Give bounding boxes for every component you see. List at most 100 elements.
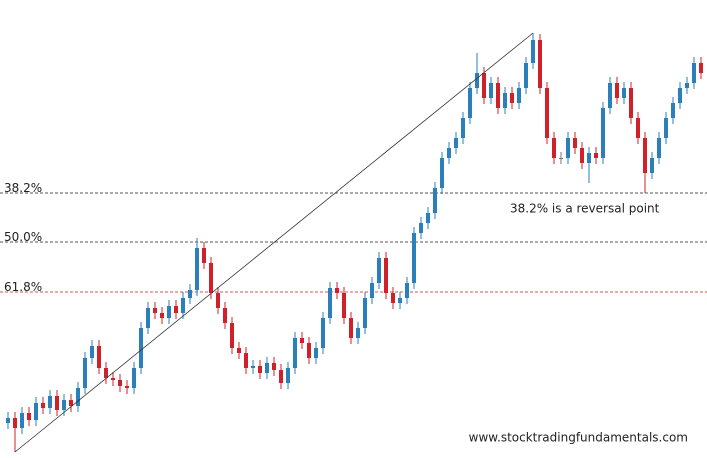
candle-body: [426, 213, 430, 223]
candle-body: [174, 306, 178, 313]
candle-body: [643, 138, 647, 173]
candle-body: [27, 413, 31, 420]
candle-body: [314, 348, 318, 358]
candle-body: [517, 88, 521, 103]
candle-body: [48, 396, 52, 408]
candle-body: [454, 138, 458, 148]
candle-body: [489, 83, 493, 98]
candle-body: [594, 153, 598, 158]
candle-body: [265, 363, 269, 373]
candle-body: [90, 346, 94, 358]
candle-body: [566, 138, 570, 158]
candle-body: [636, 118, 640, 138]
candle-body: [503, 93, 507, 108]
candle-body: [34, 403, 38, 420]
candle-body: [293, 338, 297, 368]
candle-body: [216, 293, 220, 308]
candle-body: [629, 88, 633, 118]
candle-body: [580, 148, 584, 163]
candle-body: [153, 308, 157, 313]
annotation: 38.2% is a reversal point: [510, 202, 660, 216]
candle-body: [377, 258, 381, 283]
candle-body: [685, 83, 689, 88]
candle-body: [412, 233, 416, 283]
candle-body: [160, 313, 164, 318]
candle-body: [475, 73, 479, 88]
candle-body: [447, 148, 451, 158]
candle-body: [188, 290, 192, 298]
candle-body: [62, 400, 66, 410]
candle-body: [202, 248, 206, 263]
candle-body: [237, 348, 241, 353]
candle-body: [671, 103, 675, 118]
candle-body: [384, 258, 388, 293]
candle-body: [615, 83, 619, 98]
candle-body: [664, 118, 668, 138]
candle-body: [419, 223, 423, 233]
candle-body: [307, 343, 311, 358]
watermark: www.stocktradingfundamentals.com: [469, 431, 688, 445]
candle-body: [531, 40, 535, 63]
candle-body: [510, 93, 514, 103]
candle-body: [167, 306, 171, 318]
candle-body: [6, 418, 10, 423]
candle-body: [433, 188, 437, 213]
candle-body: [678, 88, 682, 103]
candle-body: [97, 346, 101, 368]
candle-body: [657, 138, 661, 158]
candle-body: [356, 328, 360, 338]
candle-body: [146, 308, 150, 328]
level-label: 38.2%: [4, 181, 42, 195]
candle-body: [545, 88, 549, 138]
candle-body: [405, 283, 409, 298]
candle-body: [272, 363, 276, 370]
trend-line: [14, 32, 534, 453]
candle-body: [622, 88, 626, 98]
candle-body: [461, 118, 465, 138]
candle-body: [573, 138, 577, 148]
candle-body: [69, 400, 73, 406]
candle-body: [125, 386, 129, 388]
candle-body: [132, 368, 136, 388]
candle-body: [41, 403, 45, 408]
candle-body: [335, 288, 339, 293]
candle-body: [482, 73, 486, 98]
candle-body: [559, 158, 563, 159]
candle-body: [118, 380, 122, 386]
candle-body: [139, 328, 143, 368]
candle-body: [342, 293, 346, 318]
candle-body: [398, 298, 402, 303]
candle-body: [349, 318, 353, 338]
candle-body: [496, 83, 500, 108]
candle-body: [440, 158, 444, 188]
candle-body: [83, 358, 87, 388]
candle-body: [209, 263, 213, 293]
level-label: 50.0%: [4, 230, 42, 244]
candle-body: [251, 366, 255, 368]
candle-body: [524, 63, 528, 88]
candle-body: [468, 88, 472, 118]
candle-body: [181, 298, 185, 313]
candle-body: [55, 396, 59, 410]
candle-body: [391, 293, 395, 303]
candle-body: [258, 366, 262, 373]
candle-body: [244, 353, 248, 368]
candle-body: [699, 63, 703, 73]
candle-body: [300, 338, 304, 343]
candle-body: [587, 153, 591, 163]
candle-body: [104, 368, 108, 378]
candle-body: [608, 83, 612, 108]
candle-body: [601, 108, 605, 158]
level-label: 61.8%: [4, 280, 42, 294]
candle-body: [230, 323, 234, 348]
candle-body: [363, 298, 367, 328]
candle-body: [552, 138, 556, 158]
candle-body: [692, 63, 696, 83]
candle-body: [20, 413, 24, 428]
candle-body: [223, 308, 227, 323]
candle-body: [538, 40, 542, 88]
candle-body: [76, 388, 80, 406]
candle-body: [650, 158, 654, 173]
candle-body: [13, 418, 17, 428]
